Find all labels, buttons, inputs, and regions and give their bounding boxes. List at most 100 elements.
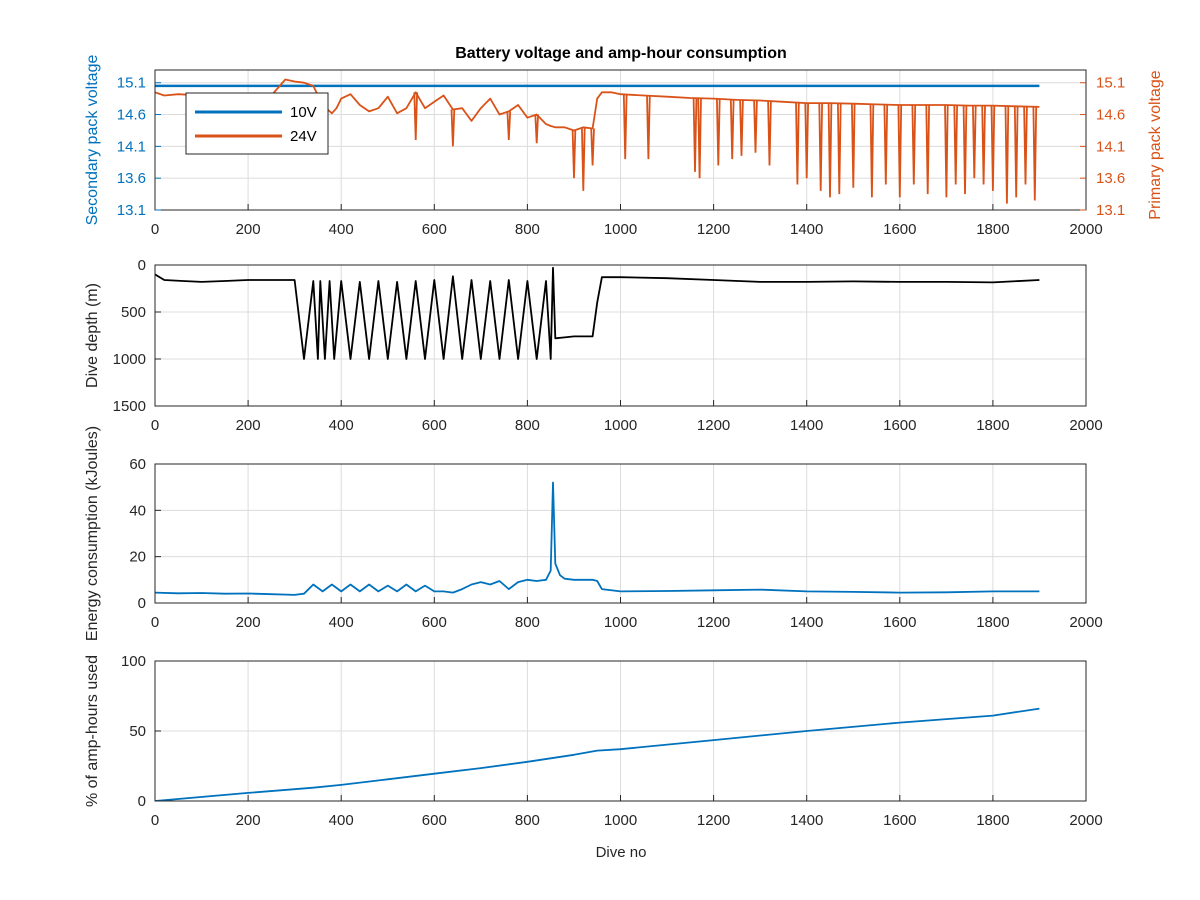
series-dip <box>622 94 628 160</box>
plot-area <box>155 266 1040 360</box>
series-dip <box>911 104 917 185</box>
y-tick-label: 1000 <box>113 351 146 368</box>
panel-3: 0 200 400 600 800 1000 1200 1400 1600 1800 2000 0 20… <box>84 426 1103 641</box>
series-dip <box>716 98 721 166</box>
series-dip <box>953 105 958 185</box>
y-tick-label: 40 <box>129 502 146 519</box>
series-dip <box>944 104 949 198</box>
y-tick-label-right: 13.1 <box>1096 202 1125 219</box>
x-tick-label: 800 <box>515 812 540 829</box>
x-tick-label: 1000 <box>604 221 637 238</box>
y-tick-label: 100 <box>121 653 146 670</box>
x-tick-label: 600 <box>422 417 447 434</box>
x-tick-label: 800 <box>515 417 540 434</box>
y-tick-label: 0 <box>138 595 146 612</box>
x-tick-label: 1200 <box>697 221 730 238</box>
series-dip <box>962 105 968 195</box>
y-axis-label: Energy consumption (kJoules) <box>84 426 101 641</box>
series-dip <box>795 102 800 185</box>
series-line-panel-2 <box>155 266 1040 360</box>
series-dip <box>753 100 758 153</box>
y-tick-label: 500 <box>121 304 146 321</box>
x-tick-label: 2000 <box>1069 221 1102 238</box>
series-dip <box>981 105 986 185</box>
x-tick-label: 1000 <box>604 417 637 434</box>
x-tick-label: 2000 <box>1069 614 1102 631</box>
x-tick-label: 1000 <box>604 812 637 829</box>
x-tick-label: 0 <box>151 812 159 829</box>
series-dip <box>837 103 842 195</box>
y-tick-label: 0 <box>138 793 146 810</box>
series-dip <box>804 103 809 179</box>
series-dip <box>1004 105 1010 204</box>
x-tick-label: 1200 <box>697 812 730 829</box>
series-dip <box>413 92 418 141</box>
y-axis-label: % of amp-hours used <box>84 655 101 807</box>
y-tick-label-right: 14.1 <box>1096 138 1125 155</box>
series-dip <box>1013 106 1019 198</box>
y-tick-label-right: 15.1 <box>1096 75 1125 92</box>
panel-2: 0 200 400 600 800 1000 1200 1400 1600 1800 2000 0 50… <box>84 257 1103 434</box>
plot-area <box>155 707 1040 801</box>
x-tick-label: 1400 <box>790 417 823 434</box>
figure-title: Battery voltage and amp-hour consumption <box>455 45 787 62</box>
x-tick-label: 1000 <box>604 614 637 631</box>
x-tick-label: 0 <box>151 417 159 434</box>
series-dip <box>869 104 875 198</box>
y-tick-label: 1500 <box>113 398 146 415</box>
x-tick-label: 0 <box>151 614 159 631</box>
y-tick-label: 13.1 <box>117 202 146 219</box>
x-tick-label: 1200 <box>697 417 730 434</box>
series-dip <box>729 99 735 160</box>
x-tick-label: 0 <box>151 221 159 238</box>
series-dip <box>972 105 977 179</box>
x-tick-label: 1400 <box>790 221 823 238</box>
chart-panels: 0 200 400 600 800 1000 1200 1400 1600 1800 200013.… <box>84 55 1164 829</box>
series-dip <box>925 104 930 195</box>
x-tick-label: 200 <box>236 221 261 238</box>
x-tick-label: 2000 <box>1069 812 1102 829</box>
x-tick-label: 200 <box>236 812 261 829</box>
x-tick-label: 800 <box>515 221 540 238</box>
x-tick-label: 1800 <box>976 614 1009 631</box>
x-tick-label: 400 <box>329 417 354 434</box>
y-tick-label: 20 <box>129 549 146 566</box>
x-tick-label: 200 <box>236 417 261 434</box>
legend-label-24V: 24V <box>290 128 317 145</box>
y-tick-label: 13.6 <box>117 170 146 187</box>
x-tick-label: 600 <box>422 221 447 238</box>
y-tick-label-right: 13.6 <box>1096 170 1125 187</box>
x-tick-label: 1600 <box>883 221 916 238</box>
y-tick-label: 0 <box>138 257 146 274</box>
plot-area <box>155 481 1040 596</box>
x-tick-label: 1600 <box>883 614 916 631</box>
y-tick-label: 50 <box>129 723 146 740</box>
series-dip <box>506 111 512 141</box>
panel-4: 0 200 400 600 800 1000 1200 1400 1600 1800 2000 0 50… <box>84 653 1103 829</box>
series-dip <box>450 109 456 147</box>
y-tick-label: 15.1 <box>117 75 146 92</box>
series-dip <box>827 103 833 198</box>
y-axis-label: Secondary pack voltage <box>84 55 101 226</box>
y-tick-label-right: 14.6 <box>1096 107 1125 124</box>
x-tick-label: 1200 <box>697 614 730 631</box>
series-dip <box>1023 106 1028 185</box>
series-dip <box>739 99 744 156</box>
series-dip <box>646 95 651 160</box>
x-tick-label: 200 <box>236 614 261 631</box>
x-tick-label: 1800 <box>976 812 1009 829</box>
y-axis-label: Dive depth (m) <box>84 283 101 388</box>
y-tick-label: 14.6 <box>117 107 146 124</box>
x-tick-label: 400 <box>329 614 354 631</box>
x-axis-label: Dive no <box>596 844 647 861</box>
x-tick-label: 1600 <box>883 812 916 829</box>
series-dip <box>590 128 595 166</box>
panel-1: 0 200 400 600 800 1000 1200 1400 1600 1800 2000 13.… <box>84 55 1164 238</box>
series-dip <box>767 101 772 166</box>
x-tick-label: 400 <box>329 812 354 829</box>
y-tick-label: 60 <box>129 456 146 473</box>
x-tick-label: 1800 <box>976 221 1009 238</box>
legend-box <box>185 92 329 155</box>
y-tick-label: 14.1 <box>117 138 146 155</box>
